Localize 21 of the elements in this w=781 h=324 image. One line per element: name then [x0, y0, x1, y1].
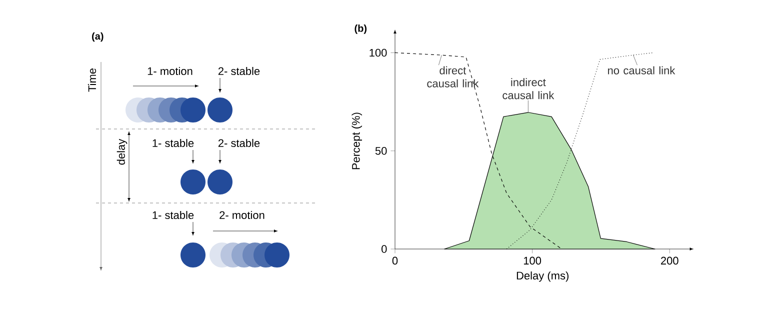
text: 2- stable	[218, 138, 260, 148]
x-tick-label: 200	[660, 256, 678, 265]
x-tick-label: 100	[524, 256, 542, 265]
text: 1- motion	[148, 66, 192, 76]
x-axis-title: Delay (ms)	[516, 271, 568, 282]
text: 1- stable	[152, 138, 194, 148]
text: delay	[116, 138, 128, 165]
y-tick-label: 0	[382, 245, 387, 253]
text: 2- stable	[218, 66, 260, 76]
annotation: direct causal link	[427, 66, 479, 88]
y-tick-label: 50	[375, 146, 387, 155]
y-axis-title: Percept (%)	[352, 112, 362, 170]
x-tick-label: 0	[392, 256, 398, 265]
annotation: no causal link	[608, 66, 676, 74]
annotation: indirect causal link	[502, 78, 554, 100]
text: Time	[88, 68, 96, 92]
chart-title: (b)	[354, 24, 367, 34]
text: 2- motion	[220, 210, 264, 220]
text: (a)	[92, 32, 104, 42]
text: 1- stable	[152, 210, 194, 220]
y-tick-label: 100	[370, 48, 387, 57]
